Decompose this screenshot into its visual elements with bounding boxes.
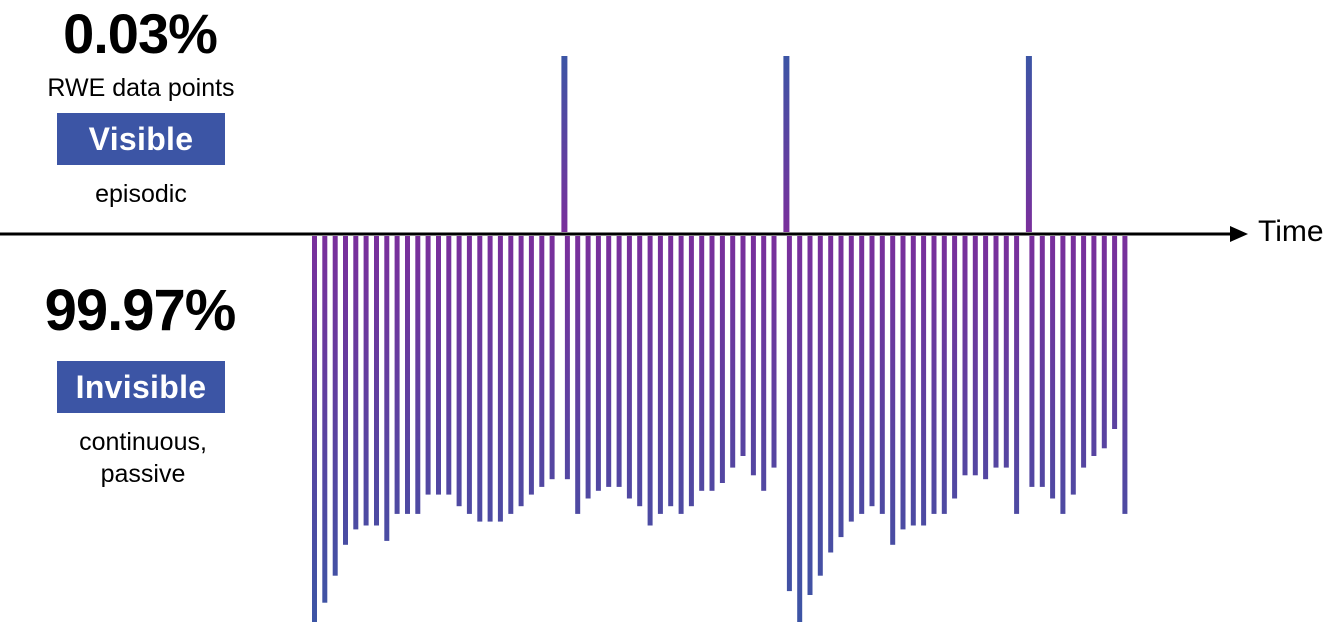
passive-data-bar — [322, 236, 328, 603]
passive-data-bar — [668, 236, 674, 507]
visible-badge: Visible — [57, 113, 225, 165]
passive-data-bar — [879, 236, 885, 514]
passive-data-bar — [466, 236, 472, 514]
passive-data-bar — [1029, 236, 1035, 487]
passive-data-bar — [539, 236, 545, 487]
passive-data-bar — [363, 236, 369, 526]
passive-data-bar — [353, 236, 359, 530]
passive-data-bar — [828, 236, 834, 553]
passive-data-bar — [384, 236, 390, 541]
episodic-spike — [561, 56, 568, 232]
passive-data-bar — [564, 236, 570, 480]
invisible-badge: Invisible — [57, 361, 225, 413]
passive-data-bar — [983, 236, 989, 480]
passive-data-bar — [436, 236, 441, 495]
passive-data-bar — [312, 236, 317, 622]
passive-data-bar — [477, 236, 483, 522]
passive-data-bar — [817, 236, 823, 576]
episodic-spikes — [561, 56, 1032, 232]
passive-data-bar — [549, 236, 555, 480]
episodic-spike — [1025, 56, 1032, 232]
passive-data-bar — [1070, 236, 1076, 495]
passive-data-bar — [528, 236, 534, 495]
passive-data-bar — [647, 236, 653, 526]
passive-data-bar — [941, 236, 947, 514]
passive-data-bar — [838, 236, 844, 538]
passive-data-bar — [456, 236, 462, 507]
passive-data-bar — [699, 236, 705, 491]
passive-data-bar — [585, 236, 591, 499]
passive-data-bar — [931, 236, 937, 514]
passive-data-bar — [626, 236, 632, 499]
passive-data-bar — [575, 236, 581, 514]
passive-data-bar — [709, 236, 715, 491]
passive-data-bar — [1014, 236, 1020, 514]
episodic-caption: episodic — [95, 180, 187, 208]
passive-data-bar — [1081, 236, 1087, 468]
passive-data-bar — [952, 236, 958, 499]
passive-data-bar — [859, 236, 865, 514]
continuous-caption: continuous, passive — [22, 426, 264, 490]
episodic-spike — [783, 56, 790, 232]
passive-data-bar — [740, 236, 746, 456]
passive-data-bar — [595, 236, 601, 491]
passive-data-bar — [678, 236, 684, 514]
passive-data-bar — [1050, 236, 1056, 499]
passive-data-bar — [786, 236, 792, 592]
passive-data-bar — [637, 236, 643, 507]
invisible-percent: 99.97% — [44, 278, 237, 343]
passive-data-bar — [606, 236, 612, 487]
passive-data-bar — [719, 236, 725, 483]
passive-data-bar — [993, 236, 999, 468]
passive-data-bar — [1060, 236, 1066, 514]
passive-data-bar — [807, 236, 813, 595]
passive-data-bar — [1122, 236, 1128, 514]
passive-data-bar — [972, 236, 978, 476]
passive-data-bar — [750, 236, 756, 476]
passive-data-bar — [415, 236, 421, 514]
passive-data-bar — [405, 236, 410, 514]
passive-data-bar — [425, 236, 431, 495]
passive-data-bar — [616, 236, 622, 487]
passive-data-bar — [487, 236, 493, 522]
passive-data-bar — [1091, 236, 1097, 456]
passive-data-bar — [1112, 236, 1118, 429]
passive-data-bar — [962, 236, 968, 476]
passive-data-bar — [869, 236, 875, 507]
passive-data-bar — [508, 236, 514, 514]
passive-data-bar — [1101, 236, 1107, 449]
continuous-caption-line1: continuous, — [79, 428, 207, 456]
passive-data-bar — [848, 236, 854, 522]
time-axis-label: Time — [1258, 215, 1324, 248]
passive-data-bar — [797, 236, 803, 622]
time-axis-arrowhead — [1230, 226, 1248, 242]
passive-data-bar — [890, 236, 896, 545]
passive-data-bar — [900, 236, 906, 530]
passive-data-bar — [688, 236, 694, 507]
passive-data-bar — [446, 236, 452, 495]
rwe-caption: RWE data points — [47, 74, 235, 102]
passive-data-bar — [343, 236, 348, 545]
passive-data-bar — [657, 236, 663, 514]
passive-data-bar — [394, 236, 400, 514]
passive-data-bar — [921, 236, 927, 526]
passive-data-bar — [730, 236, 736, 468]
passive-data-bar — [374, 236, 379, 526]
passive-data-bar — [1039, 236, 1045, 487]
passive-data-bar — [1003, 236, 1009, 468]
passive-data-bar — [497, 236, 503, 522]
passive-bars — [312, 236, 1128, 622]
passive-data-bar — [518, 236, 524, 507]
passive-data-bar — [761, 236, 767, 491]
continuous-caption-line2: passive — [100, 460, 186, 488]
passive-data-bar — [771, 236, 777, 468]
passive-data-bar — [332, 236, 338, 576]
passive-data-bar — [910, 236, 916, 526]
visible-percent: 0.03% — [63, 2, 218, 65]
